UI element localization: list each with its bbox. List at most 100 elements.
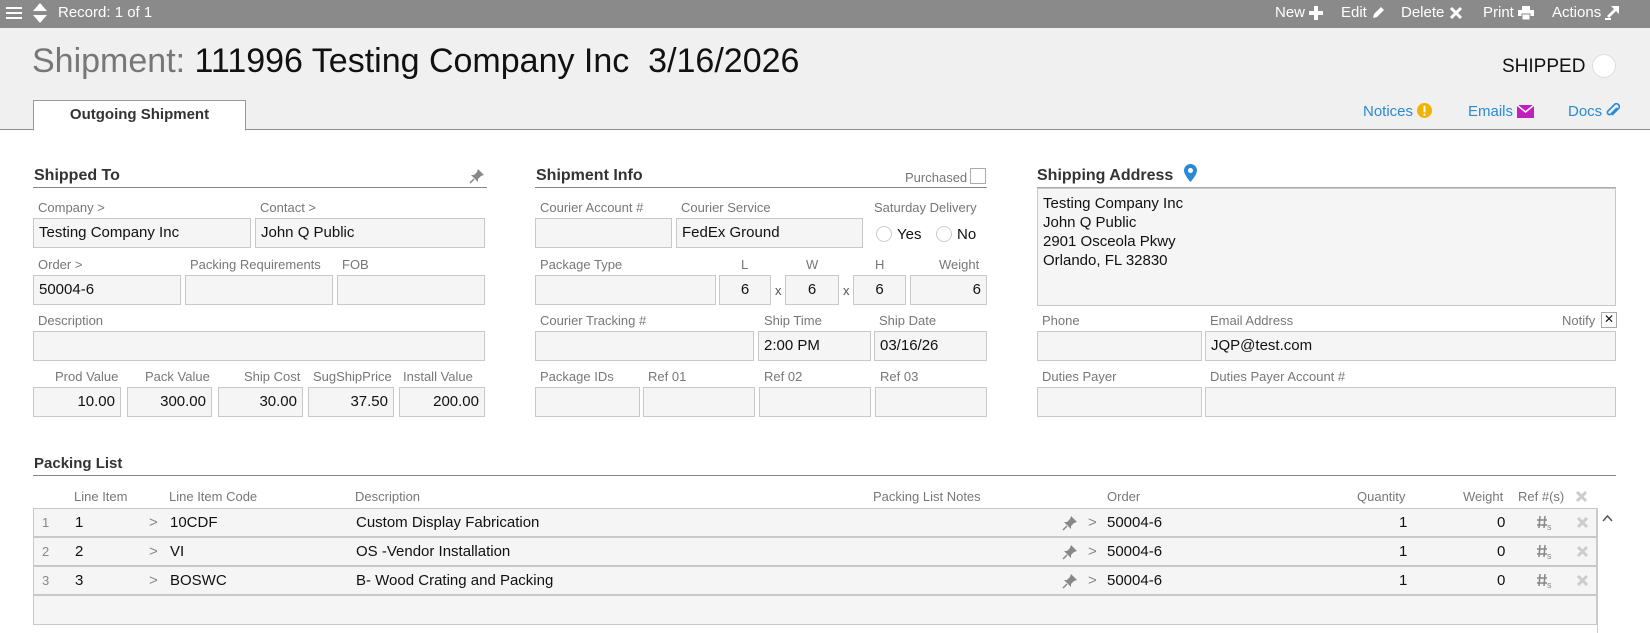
notices-link[interactable]: Notices [1363,103,1433,120]
chevron-right-icon[interactable]: > [1088,572,1097,589]
line-item-cell[interactable]: 3 [75,572,84,589]
status-label: SHIPPED [1502,56,1586,77]
hash-icon[interactable]: s [1536,573,1554,589]
order-cell[interactable]: 50004-6 [1107,514,1163,531]
remove-row-icon[interactable] [1576,516,1589,529]
chevron-right-icon[interactable]: > [1088,514,1097,531]
line-item-cell[interactable]: 1 [75,514,84,531]
ship-time-field[interactable]: 2:00 PM [758,331,871,361]
pin-icon[interactable] [1062,544,1078,560]
tab-outgoing-shipment[interactable]: Outgoing Shipment [33,100,246,131]
description-cell[interactable]: B- Wood Crating and Packing [356,572,554,589]
remove-row-icon[interactable] [1576,545,1589,558]
line-item-code-cell[interactable]: VI [170,543,185,560]
remove-all-icon[interactable] [1575,490,1588,503]
status-toggle[interactable] [1592,54,1616,78]
line-item-code-cell[interactable]: BOSWC [170,572,227,589]
new-button[interactable]: New [1275,0,1324,28]
length-field[interactable]: 6 [719,275,771,305]
order-field[interactable]: 50004-6 [33,275,181,305]
duties-payer-account-field[interactable] [1205,387,1616,417]
chevron-up-icon[interactable] [1602,514,1613,522]
fob-label: FOB [342,257,369,272]
ship-date-label: Ship Date [879,313,937,328]
remove-row-icon[interactable] [1576,574,1589,587]
ref03-field[interactable] [875,387,987,417]
chevron-right-icon[interactable]: > [1088,543,1097,560]
quantity-cell[interactable]: 1 [1399,514,1408,531]
weight-field[interactable]: 6 [910,275,987,305]
packing-requirements-field[interactable] [185,275,333,305]
delete-button[interactable]: Delete [1401,0,1463,28]
line-item-code-cell[interactable]: 10CDF [170,514,218,531]
chevron-right-icon[interactable]: > [149,514,158,531]
shipping-address-field[interactable]: Testing Company Inc John Q Public 2901 O… [1037,188,1616,306]
pin-icon[interactable] [469,168,485,184]
saturday-no-radio[interactable] [936,226,952,242]
prod-value-field[interactable]: 10.00 [33,387,121,417]
saturday-yes-label: Yes [897,226,922,243]
purchased-checkbox[interactable] [970,168,986,184]
docs-link[interactable]: Docs [1568,102,1621,120]
order-cell[interactable]: 50004-6 [1107,572,1163,589]
description-cell[interactable]: OS -Vendor Installation [356,543,511,560]
chevron-right-icon[interactable]: > [149,572,158,589]
map-pin-icon[interactable] [1184,164,1197,182]
hash-icon[interactable]: s [1536,515,1554,531]
pin-icon[interactable] [1062,573,1078,589]
courier-service-field[interactable]: FedEx Ground [676,218,863,248]
pin-icon[interactable] [1062,515,1078,531]
email-address-field[interactable]: JQP@test.com [1205,331,1616,361]
ref02-field[interactable] [759,387,871,417]
table-scrollbar[interactable] [1597,508,1617,633]
x-icon [1449,6,1462,20]
package-type-field[interactable] [535,275,716,305]
phone-field[interactable] [1037,331,1202,361]
company-field[interactable]: Testing Company Inc [33,218,251,248]
new-row[interactable] [33,595,1597,625]
print-button[interactable]: Print [1483,0,1535,28]
hash-icon[interactable]: s [1536,544,1554,560]
ref01-field[interactable] [643,387,755,417]
description-field[interactable] [33,331,485,361]
contact-field[interactable]: John Q Public [255,218,485,248]
table-row[interactable]: 2 2 > VI OS -Vendor Installation > 50004… [33,537,1597,566]
notify-checkbox[interactable]: ✕ [1601,312,1617,328]
chevron-right-icon[interactable]: > [149,543,158,560]
ship-date-field[interactable]: 03/16/26 [874,331,987,361]
quantity-cell[interactable]: 1 [1399,543,1408,560]
actions-button[interactable]: Actions [1552,0,1620,28]
table-row[interactable]: 1 1 > 10CDF Custom Display Fabrication >… [33,508,1597,537]
weight-cell[interactable]: 0 [1497,543,1506,560]
width-field[interactable]: 6 [785,275,839,305]
company-label[interactable]: Company > [38,200,105,215]
install-value-field[interactable]: 200.00 [399,387,485,417]
fob-field[interactable] [337,275,485,305]
courier-tracking-field[interactable] [535,331,754,361]
contact-label[interactable]: Contact > [260,200,317,215]
weight-cell[interactable]: 0 [1497,572,1506,589]
col-weight: Weight [1463,489,1504,504]
table-row[interactable]: 3 3 > BOSWC B- Wood Crating and Packing … [33,566,1597,595]
pack-value-field[interactable]: 300.00 [127,387,212,417]
order-label[interactable]: Order > [38,257,83,272]
notices-label: Notices [1363,103,1414,120]
saturday-yes-radio[interactable] [876,226,892,242]
order-cell[interactable]: 50004-6 [1107,543,1163,560]
description-cell[interactable]: Custom Display Fabrication [356,514,540,531]
package-ids-field[interactable] [535,387,640,417]
ship-cost-field[interactable]: 30.00 [218,387,303,417]
duties-payer-field[interactable] [1037,387,1202,417]
courier-account-field[interactable] [535,218,672,248]
row-number: 2 [42,544,50,559]
shipping-address-divider [1037,187,1616,188]
record-navigation-icon[interactable] [32,0,48,28]
weight-cell[interactable]: 0 [1497,514,1506,531]
edit-button[interactable]: Edit [1341,0,1385,28]
height-field[interactable]: 6 [853,275,906,305]
menu-icon[interactable] [6,0,22,28]
sug-ship-price-field[interactable]: 37.50 [308,387,394,417]
line-item-cell[interactable]: 2 [75,543,84,560]
emails-link[interactable]: Emails [1468,103,1535,120]
quantity-cell[interactable]: 1 [1399,572,1408,589]
